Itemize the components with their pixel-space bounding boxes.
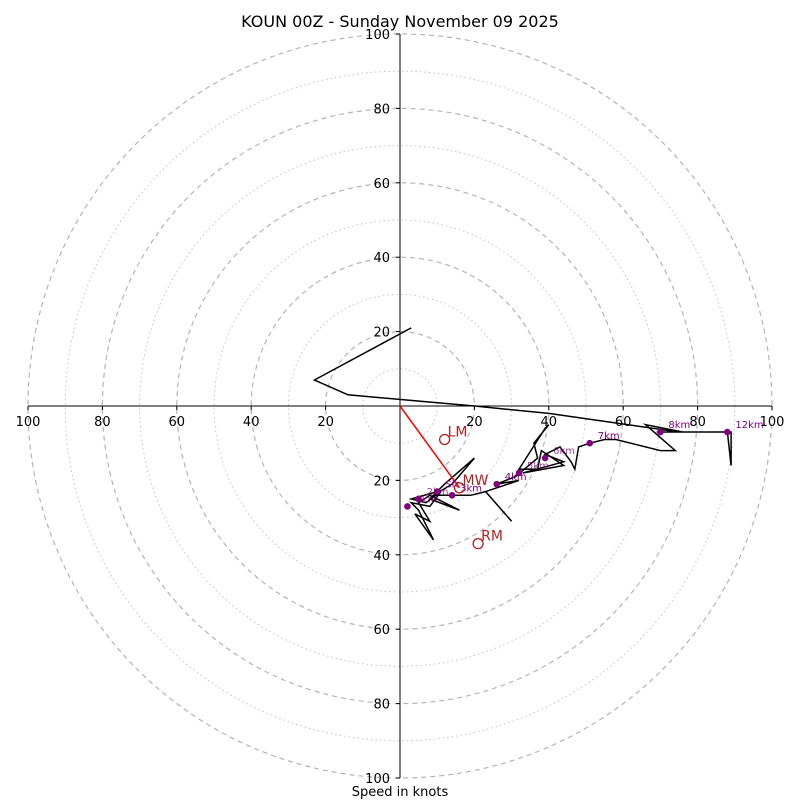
y-tick-label: 40 (373, 251, 390, 266)
x-tick-label: 100 (16, 415, 41, 430)
motion-marker-LM (438, 433, 451, 446)
height-marker-label-Sfc: Sfc (445, 480, 460, 491)
chart-title: KOUN 00Z - Sunday November 09 2025 (241, 12, 559, 31)
y-tick-label: 80 (373, 102, 390, 117)
x-tick-label: 20 (466, 415, 483, 430)
shear-vector (399, 405, 461, 489)
height-marker-12km (724, 428, 731, 436)
height-marker-label-3km: 3km (460, 483, 482, 494)
axis-tick-labels: 100 100 80 80 60 60 40 40 20 20 20 20 40 40 60 60 80 80 10… (16, 28, 785, 787)
height-marker-label-5km: 5km (527, 461, 549, 472)
motion-marker-label-MW: MW (463, 473, 489, 489)
height-marker-1km (404, 503, 411, 510)
x-axis-label: Speed in knots (352, 785, 449, 800)
height-marker-6km (541, 454, 549, 462)
y-tick-label: 60 (373, 623, 390, 638)
height-marker-label-1km: 1km (415, 494, 437, 505)
height-marker-label-4km: 4km (505, 472, 527, 483)
height-marker-7km (586, 439, 594, 447)
y-tick-label: 40 (373, 549, 390, 564)
height-marker-4km (493, 480, 501, 488)
y-tick-label: 20 (373, 326, 390, 341)
height-marker-3km (448, 491, 456, 499)
motion-marker-label-LM: LM (448, 424, 468, 440)
height-marker-8km (657, 428, 664, 436)
height-marker-label-12km: 12km (735, 420, 763, 431)
height-marker-label-7km: 7km (598, 431, 620, 442)
y-tick-label: 100 (365, 772, 390, 787)
y-tick-label: 20 (373, 474, 390, 489)
y-tick-label: 60 (373, 177, 390, 192)
height-marker-2km (415, 495, 422, 503)
motion-marker-MW (453, 482, 466, 494)
x-tick-label: 60 (615, 415, 632, 430)
x-tick-label: 40 (541, 415, 558, 430)
y-tick-label: 80 (373, 698, 390, 713)
x-tick-label: 80 (94, 415, 111, 430)
motion-marker-RM (472, 537, 484, 550)
height-marker-label-2km: 2km (427, 487, 449, 498)
motion-marker-label-RM: RM (481, 529, 503, 545)
x-tick-label: 40 (243, 415, 260, 430)
x-tick-label: 80 (689, 415, 706, 430)
height-marker-label-8km: 8km (668, 420, 690, 431)
height-marker-Sfc (433, 488, 441, 495)
y-tick-label: 100 (365, 28, 390, 43)
hodograph-trace (312, 327, 732, 541)
x-tick-label: 60 (169, 415, 186, 430)
height-marker-label-6km: 6km (553, 446, 575, 457)
x-tick-label: 20 (317, 415, 334, 430)
height-marker-5km (515, 469, 523, 477)
shear-vector-line (399, 405, 461, 489)
wind-profile (312, 327, 732, 541)
x-tick-label: 100 (760, 415, 785, 430)
storm-motion-markers: LM MW RM (438, 424, 503, 550)
